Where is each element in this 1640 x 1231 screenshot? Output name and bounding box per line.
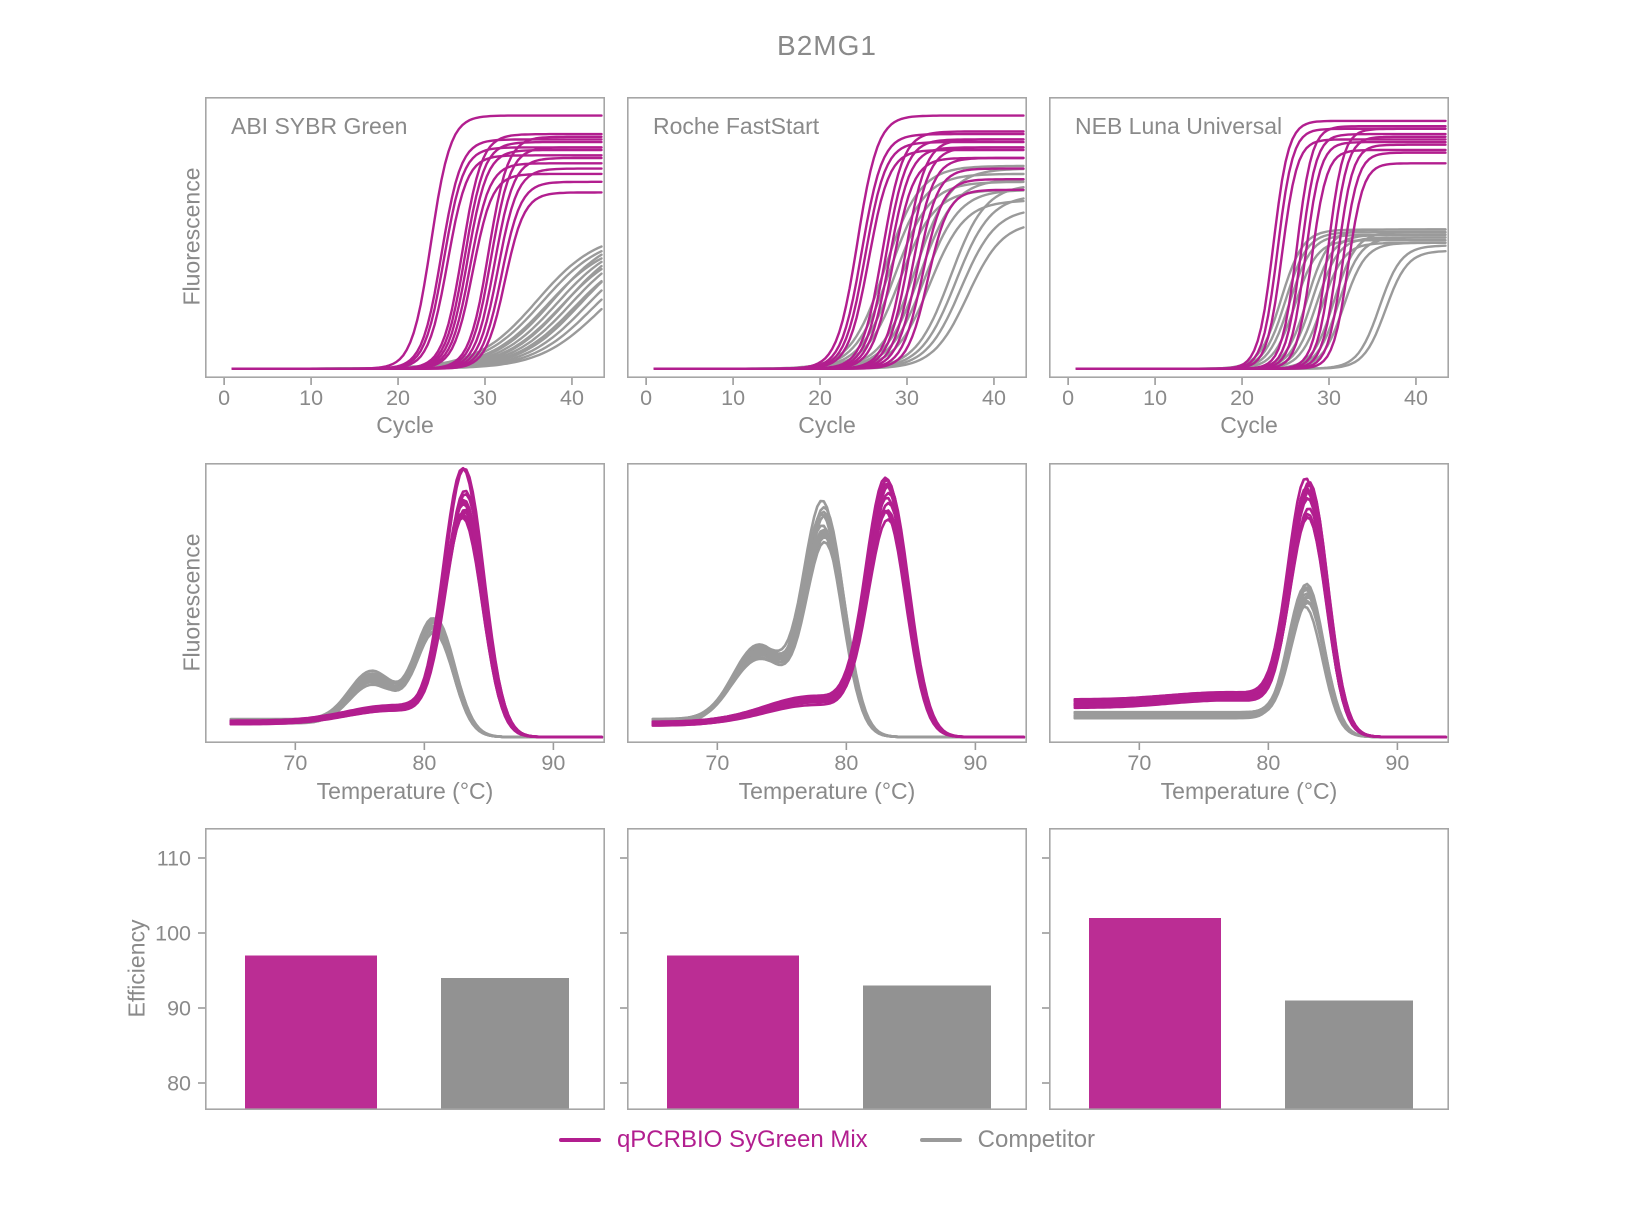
svg-text:10: 10	[1143, 386, 1167, 410]
amp-panel-roche-label: Roche FastStart	[653, 113, 820, 139]
svg-text:90: 90	[541, 751, 565, 775]
melt-chart-neb: 70 80 90	[1049, 463, 1449, 775]
svg-text:0: 0	[640, 386, 652, 410]
amp-chart-neb: 0 10 20 30 40	[1049, 97, 1449, 410]
melt-x-axis-label-2: Temperature (°C)	[738, 778, 916, 804]
legend-item-sygreen: qPCRBIO SyGreen Mix	[558, 1126, 868, 1154]
melt-panel-roche: 70 80 90	[627, 463, 1027, 775]
amp-panel-abi: 0 10 20 30 40 ABI SYBR Green	[205, 97, 605, 410]
legend-label-sygreen: qPCRBIO SyGreen Mix	[616, 1126, 868, 1153]
amp-y-axis-label: Fluorescence	[178, 167, 205, 306]
svg-text:20: 20	[808, 386, 832, 410]
melt-chart-roche: 70 80 90	[627, 463, 1027, 775]
svg-text:70: 70	[705, 751, 729, 775]
amp-x-axis-label-1: Cycle	[376, 412, 434, 438]
svg-text:40: 40	[982, 386, 1006, 410]
svg-text:40: 40	[560, 386, 584, 410]
legend-item-competitor: Competitor	[919, 1126, 1096, 1154]
melt-panel-abi: 70 80 90	[205, 463, 605, 775]
svg-text:70: 70	[283, 751, 307, 775]
amp-panel-abi-label: ABI SYBR Green	[231, 113, 408, 139]
amp-panel-neb: 0 10 20 30 40 NEB Luna Universal	[1049, 97, 1449, 410]
svg-text:0: 0	[1062, 386, 1074, 410]
svg-text:90: 90	[963, 751, 987, 775]
amp-chart-abi: 0 10 20 30 40	[205, 97, 605, 410]
melt-x-axis-label-1: Temperature (°C)	[316, 778, 494, 804]
svg-text:30: 30	[473, 386, 497, 410]
svg-text:0: 0	[218, 386, 230, 410]
efficiency-panel-roche	[620, 828, 1027, 1110]
efficiency-chart-abi: 80 90 100 110	[155, 828, 605, 1110]
figure-title: B2MG1	[777, 30, 877, 61]
svg-text:20: 20	[386, 386, 410, 410]
melt-y-axis-label: Fluorescence	[178, 533, 205, 672]
amp-x-axis-label-2: Cycle	[798, 412, 856, 438]
melt-x-axis-label-3: Temperature (°C)	[1160, 778, 1338, 804]
amp-panel-neb-label: NEB Luna Universal	[1075, 113, 1283, 139]
amp-panel-roche: 0 10 20 30 40 Roche FastStart	[627, 97, 1027, 410]
sygreen-line-swatch	[558, 1138, 601, 1142]
amp-chart-roche: 0 10 20 30 40	[627, 97, 1027, 410]
svg-text:100: 100	[155, 922, 191, 946]
svg-text:10: 10	[721, 386, 745, 410]
melt-chart-abi: 70 80 90	[205, 463, 605, 775]
efficiency-chart-neb	[1042, 828, 1449, 1110]
amp-x-axis-label-3: Cycle	[1220, 412, 1278, 438]
svg-text:80: 80	[834, 751, 858, 775]
efficiency-panel-abi: 80 90 100 110	[155, 828, 605, 1110]
svg-text:30: 30	[895, 386, 919, 410]
svg-text:10: 10	[299, 386, 323, 410]
svg-text:70: 70	[1127, 751, 1151, 775]
efficiency-chart-roche	[620, 828, 1027, 1110]
svg-text:80: 80	[1256, 751, 1280, 775]
svg-text:80: 80	[412, 751, 436, 775]
competitor-line-swatch	[919, 1138, 962, 1142]
svg-text:80: 80	[167, 1072, 191, 1096]
svg-text:110: 110	[157, 847, 191, 871]
efficiency-panel-neb	[1042, 828, 1449, 1110]
melt-panel-neb: 70 80 90	[1049, 463, 1449, 775]
legend: qPCRBIO SyGreen Mix Competitor	[205, 1122, 1449, 1158]
svg-text:90: 90	[167, 997, 191, 1021]
efficiency-y-axis-label: Efficiency	[123, 919, 150, 1018]
legend-label-competitor: Competitor	[977, 1126, 1096, 1153]
svg-text:20: 20	[1230, 386, 1254, 410]
svg-text:40: 40	[1404, 386, 1428, 410]
svg-text:90: 90	[1385, 751, 1409, 775]
svg-text:30: 30	[1317, 386, 1341, 410]
